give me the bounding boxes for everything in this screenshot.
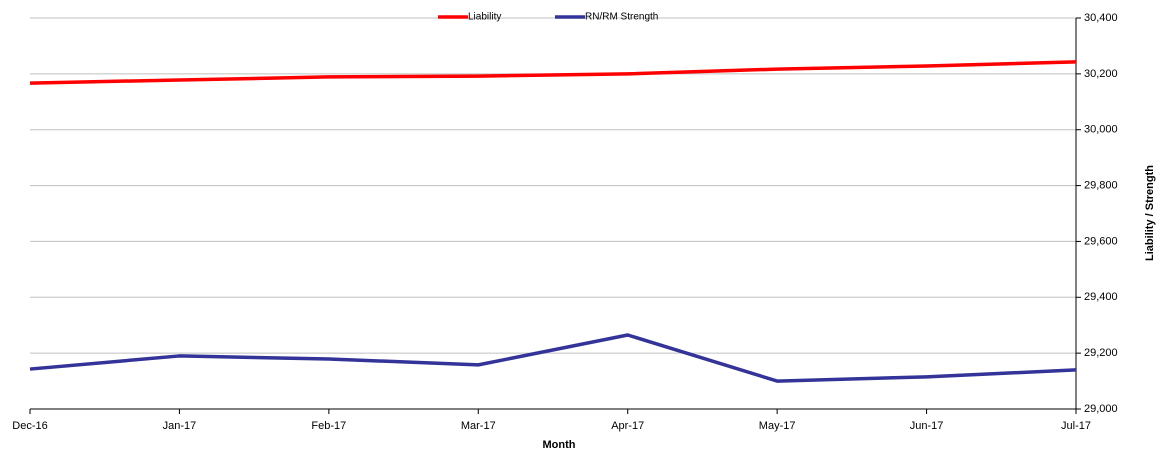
x-tick-label: Apr-17	[611, 420, 644, 432]
y-tick-label: 30,200	[1084, 68, 1118, 80]
x-tick-label: Feb-17	[311, 420, 346, 432]
y-tick-label: 29,200	[1084, 347, 1118, 359]
line-series	[29, 60, 1077, 85]
y-tick-label: 29,400	[1084, 291, 1118, 303]
y-axis-title: Liability / Strength	[1144, 165, 1156, 261]
y-tick-label: 29,000	[1084, 403, 1118, 415]
y-tick-label: 30,400	[1084, 12, 1118, 24]
legend-label: RN/RM Strength	[585, 12, 658, 23]
y-tick-label: 29,800	[1084, 179, 1118, 191]
y-tick-label: 30,000	[1084, 124, 1118, 136]
line-series	[29, 333, 1077, 383]
x-tick-label: Jun-17	[910, 420, 944, 432]
x-tick-label: Jul-17	[1061, 420, 1091, 432]
legend-label: Liability	[468, 12, 501, 23]
x-tick-label: Dec-16	[12, 420, 47, 432]
x-axis-title: Month	[543, 439, 576, 451]
x-tick-label: Jan-17	[163, 420, 197, 432]
y-tick-label: 29,600	[1084, 235, 1118, 247]
x-tick-label: May-17	[759, 420, 796, 432]
x-tick-label: Mar-17	[461, 420, 496, 432]
